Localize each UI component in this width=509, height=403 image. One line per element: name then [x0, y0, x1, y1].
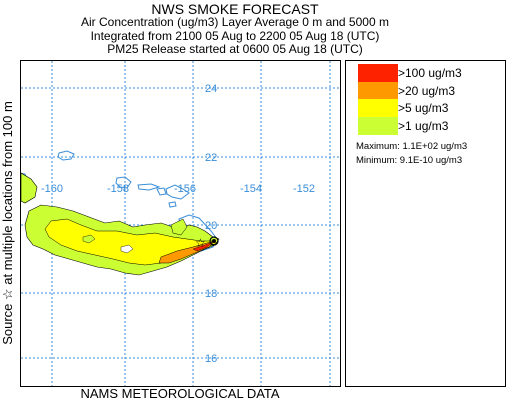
lat-label: 20 [205, 220, 217, 232]
source-location-label: Source ☆ at multiple locations from 100 … [0, 101, 15, 345]
lanai-island [156, 187, 167, 196]
kauai-island [57, 150, 75, 161]
legend-swatch [358, 82, 398, 100]
smoke-map: 24 22 20 18 16 -160 -158 -156 -154 -152 [21, 61, 340, 386]
lat-label: 18 [205, 288, 217, 300]
legend-item: >1 ug/m3 [358, 117, 504, 135]
lat-label: 16 [205, 353, 217, 365]
subtitle-integration: Integrated from 2100 05 Aug to 2200 05 A… [90, 29, 380, 43]
subtitle-concentration: Air Concentration (ug/m3) Layer Average … [81, 15, 389, 29]
maximum-value: Maximum: 1.1E+02 ug/m3 [356, 141, 468, 152]
map-title: NWS SMOKE FORECAST [151, 1, 319, 17]
legend-item: >100 ug/m3 [358, 64, 504, 82]
subtitle-release: PM25 Release started at 0600 05 Aug 18 (… [107, 42, 363, 56]
minimum-value: Minimum: 9.1E-10 ug/m3 [356, 155, 463, 166]
lon-label: -152 [293, 183, 315, 195]
legend-swatch [358, 64, 398, 82]
data-source-label: NAMS METEOROLOGICAL DATA [80, 386, 280, 401]
legend-label: >100 ug/m3 [398, 66, 462, 80]
lon-label: -158 [107, 183, 129, 195]
kahoolawe-island [168, 201, 177, 208]
legend-item: >5 ug/m3 [358, 99, 504, 117]
maui-island [165, 184, 190, 200]
molokai-island [137, 183, 161, 191]
legend-swatch [358, 99, 398, 117]
source-cluster-icon [209, 236, 219, 246]
plume-100-contour [192, 241, 214, 252]
source-cluster-icon [212, 239, 216, 243]
legend-swatch [358, 117, 398, 135]
lat-label: 22 [205, 152, 217, 164]
legend-label: >1 ug/m3 [398, 119, 449, 133]
map-panel: 24 22 20 18 16 -160 -158 -156 -154 -152 [20, 60, 341, 387]
plume-hole [120, 244, 134, 254]
legend-label: >20 ug/m3 [398, 84, 456, 98]
legend-panel: >100 ug/m3 >20 ug/m3 >5 ug/m3 >1 ug/m3 M… [345, 60, 506, 387]
lon-label: -154 [240, 183, 262, 195]
legend-item: >20 ug/m3 [358, 82, 504, 100]
lon-label: -156 [174, 183, 196, 195]
source-markers: ☆ [195, 236, 219, 250]
legend-label: >5 ug/m3 [398, 101, 449, 115]
plume-north-lobe [170, 218, 188, 236]
plume-west-fragment [21, 172, 38, 204]
lon-label: -160 [41, 183, 63, 195]
source-star-icon: ☆ [195, 236, 206, 250]
plume-hole [82, 234, 96, 244]
lat-label: 24 [205, 83, 217, 95]
oahu-island [115, 176, 132, 189]
smoke-plume [21, 172, 220, 276]
